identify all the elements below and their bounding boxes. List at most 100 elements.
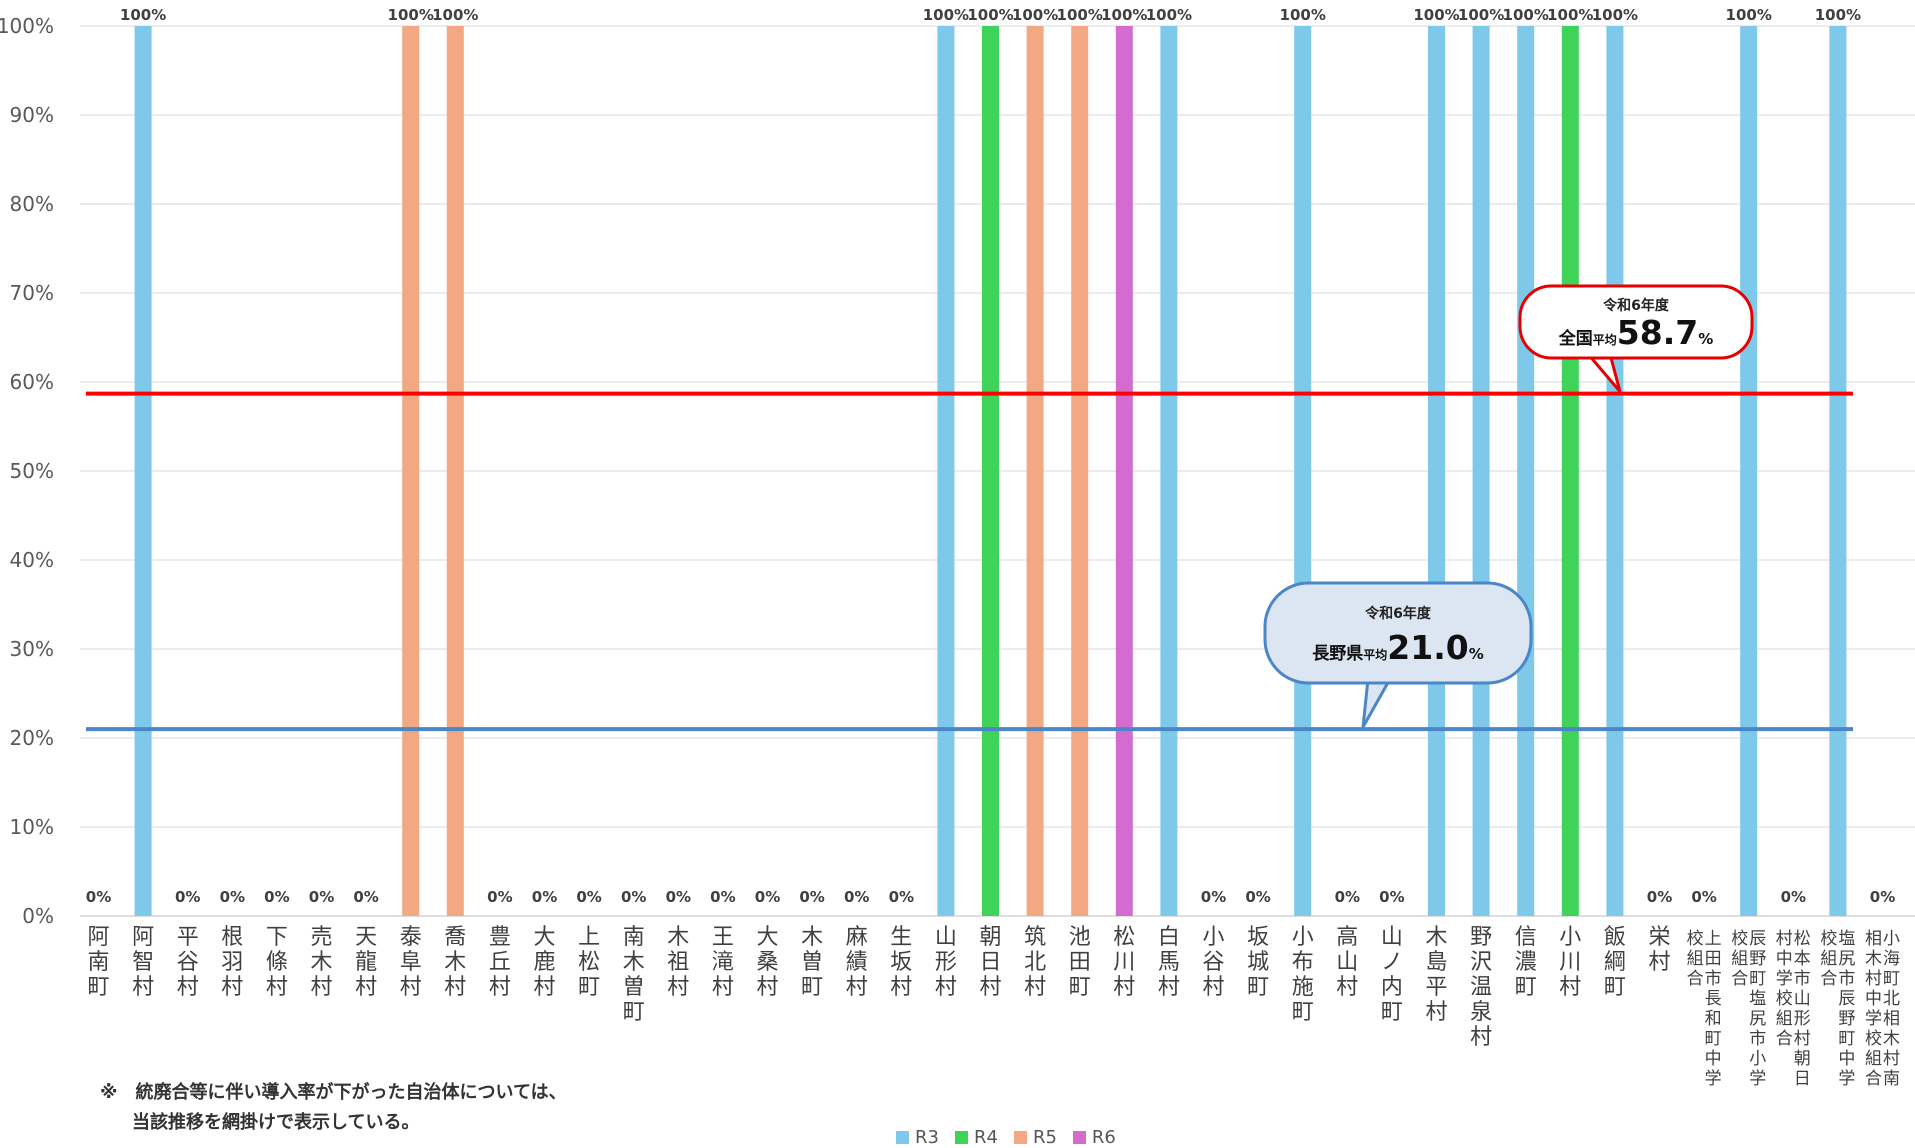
svg-text:辰: 辰 (1838, 989, 1855, 1009)
x-tick-label: 生坂村 (890, 925, 912, 1000)
x-tick-label: 天龍村 (355, 925, 377, 1000)
bar-value-label: 0% (710, 888, 735, 906)
svg-text:村: 村 (177, 975, 199, 1000)
svg-text:形: 形 (1794, 1009, 1811, 1029)
svg-text:町: 町 (1838, 1029, 1855, 1049)
bar (1294, 26, 1312, 916)
x-tick-label: 栄村 (1648, 925, 1670, 975)
x-tick-label: 喬木村 (444, 925, 466, 1000)
svg-text:島: 島 (1425, 950, 1447, 975)
x-tick-label: 大鹿村 (533, 925, 555, 1000)
bar-value-label: 0% (309, 888, 334, 906)
bar (1561, 26, 1579, 916)
bar-value-label: 0% (1647, 888, 1672, 906)
bar-value-label: 100% (432, 6, 478, 24)
svg-text:村: 村 (444, 975, 466, 1000)
svg-text:町: 町 (1604, 975, 1626, 1000)
svg-text:校: 校 (1865, 1029, 1882, 1049)
svg-text:学: 学 (1749, 1069, 1766, 1089)
bar-value-label: 0% (666, 888, 691, 906)
svg-text:村: 村 (1202, 975, 1224, 1000)
svg-text:相: 相 (1865, 929, 1882, 949)
svg-text:小: 小 (1883, 929, 1900, 949)
x-tick-label: 阿智村 (132, 925, 154, 1000)
svg-text:田: 田 (1069, 950, 1091, 975)
svg-text:木: 木 (444, 950, 466, 975)
y-tick-label: 40% (10, 548, 54, 572)
svg-text:上: 上 (1705, 929, 1722, 949)
svg-text:曽: 曽 (623, 975, 645, 1000)
svg-text:本: 本 (1794, 949, 1811, 969)
svg-text:海: 海 (1883, 949, 1900, 969)
svg-text:木: 木 (310, 950, 332, 975)
x-tick-label: 信濃町 (1515, 925, 1537, 1000)
bar-value-label: 0% (1379, 888, 1404, 906)
x-tick-label: 平谷村 (177, 925, 199, 1000)
bar-value-label: 100% (1057, 6, 1103, 24)
bar-value-label: 0% (1201, 888, 1226, 906)
x-tick-label: 朝日村 (979, 925, 1001, 1000)
bar-value-label: 100% (1503, 6, 1549, 24)
legend-swatch-r5 (1013, 1131, 1027, 1144)
bar-value-label: 0% (487, 888, 512, 906)
svg-text:松: 松 (578, 950, 600, 975)
bar-value-label: 100% (1592, 6, 1638, 24)
svg-text:白: 白 (1158, 925, 1180, 950)
svg-text:町: 町 (1292, 1000, 1314, 1025)
svg-text:南: 南 (87, 950, 109, 975)
y-tick-label: 20% (10, 726, 54, 750)
legend-item-r6: R6 (1072, 1127, 1116, 1148)
svg-text:辰: 辰 (1749, 929, 1766, 949)
callout-box (1263, 581, 1533, 685)
x-tick-label: 飯綱町 (1604, 925, 1626, 1000)
svg-text:北: 北 (1883, 989, 1900, 1009)
svg-text:村: 村 (1794, 1029, 1811, 1049)
svg-text:山: 山 (1336, 950, 1358, 975)
svg-text:中: 中 (1776, 949, 1793, 969)
svg-text:合: 合 (1687, 969, 1704, 989)
legend-swatch-r4 (954, 1131, 968, 1144)
svg-text:馬: 馬 (1158, 950, 1180, 975)
legend-swatch-r3 (896, 1131, 909, 1144)
svg-text:阿: 阿 (132, 925, 154, 950)
bar-value-label: 100% (1012, 6, 1058, 24)
svg-text:校: 校 (1776, 989, 1793, 1009)
bar-value-label: 0% (1245, 888, 1270, 906)
bar-value-label: 0% (264, 888, 289, 906)
callout-pointer (1361, 677, 1393, 728)
svg-text:内: 内 (1381, 975, 1403, 1000)
svg-text:村: 村 (890, 975, 912, 1000)
x-tick-label: 高山村 (1336, 925, 1358, 1000)
y-tick-label: 80% (10, 192, 54, 216)
svg-text:村: 村 (846, 975, 868, 1000)
y-tick-label: 10% (10, 815, 54, 839)
svg-text:丘: 丘 (489, 950, 511, 975)
svg-text:村: 村 (132, 975, 154, 1000)
bar-value-label: 100% (1101, 6, 1147, 24)
svg-text:滝: 滝 (712, 950, 734, 975)
bar (1829, 26, 1847, 916)
svg-text:村: 村 (489, 975, 511, 1000)
bar (1026, 26, 1044, 916)
x-tick-label: 阿南町 (87, 925, 109, 1000)
svg-text:村: 村 (533, 975, 555, 1000)
callout-box (1518, 284, 1754, 360)
svg-text:小: 小 (1292, 925, 1314, 950)
svg-text:南: 南 (623, 925, 645, 950)
y-tick-label: 50% (10, 459, 54, 483)
svg-text:町: 町 (623, 1000, 645, 1025)
svg-text:和: 和 (1705, 1009, 1722, 1029)
x-tick-label: 木祖村 (667, 925, 689, 1000)
svg-text:山: 山 (935, 925, 957, 950)
svg-text:筑: 筑 (1024, 925, 1046, 950)
svg-text:村: 村 (1158, 975, 1180, 1000)
svg-text:村: 村 (1336, 975, 1358, 1000)
svg-text:天: 天 (355, 925, 377, 950)
legend-item-r5: R5 (1013, 1127, 1057, 1148)
svg-text:組: 組 (1865, 1049, 1882, 1069)
bar-value-label: 100% (967, 6, 1013, 24)
